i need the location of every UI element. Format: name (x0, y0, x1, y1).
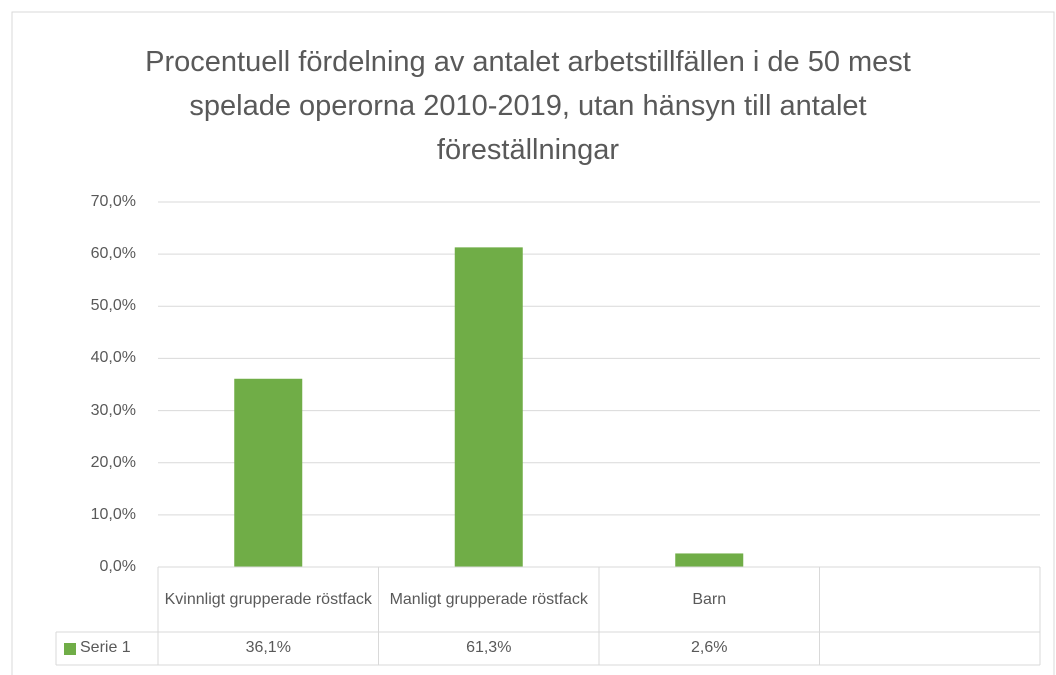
y-tick-label: 60,0% (90, 245, 136, 263)
y-tick-label: 40,0% (90, 349, 136, 367)
legend-key (64, 643, 76, 655)
data-table-value: 36,1% (245, 639, 291, 656)
bar (454, 247, 523, 567)
chart-border (11, 11, 1055, 675)
y-tick-label: 0,0% (99, 558, 136, 575)
y-tick-label: 70,0% (90, 193, 136, 210)
x-tick-label: Kvinnligt grupperade röstfack (164, 590, 372, 608)
bar (234, 378, 303, 567)
y-tick-label: 30,0% (90, 401, 136, 419)
y-tick-label: 10,0% (90, 505, 136, 523)
data-table-value: 2,6% (691, 639, 728, 656)
data-table-value: 61,3% (466, 639, 512, 656)
chart-title: Procentuell fördelning av antalet arbets… (145, 46, 911, 166)
legend-label: Serie 1 (80, 639, 131, 656)
x-tick-label: Barn (692, 590, 727, 608)
x-tick-label: Manligt grupperade röstfack (389, 590, 588, 608)
y-tick-label: 50,0% (90, 297, 136, 315)
bar (675, 553, 744, 567)
y-tick-label: 20,0% (90, 453, 136, 471)
